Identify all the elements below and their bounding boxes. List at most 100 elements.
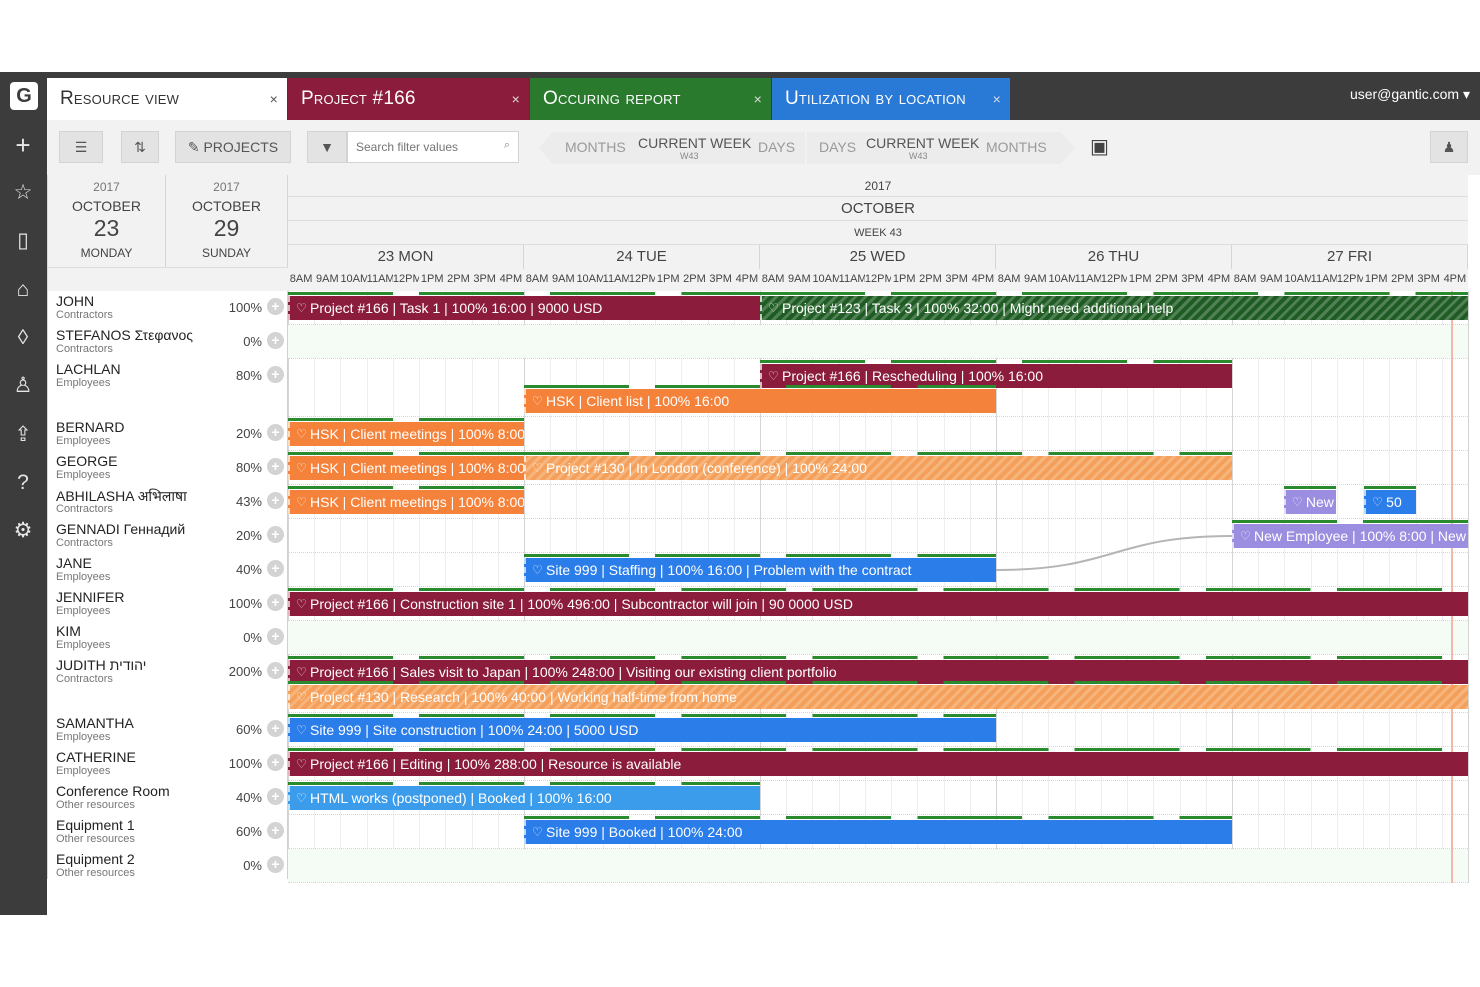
star-icon[interactable]: ☆ bbox=[13, 181, 33, 204]
add-task-icon[interactable]: + bbox=[267, 366, 284, 383]
task-bar[interactable]: Site 999 | Site construction | 100% 24:0… bbox=[288, 718, 996, 742]
add-task-icon[interactable]: + bbox=[267, 458, 284, 475]
hour-gridline bbox=[497, 291, 499, 883]
add-icon[interactable]: + bbox=[15, 130, 31, 160]
task-bar[interactable]: Project #130 | In London (conference) | … bbox=[524, 456, 1232, 480]
add-task-icon[interactable]: + bbox=[267, 594, 284, 611]
tab-1[interactable]: Project #166 × bbox=[288, 78, 529, 120]
document-icon[interactable]: ▯ bbox=[17, 229, 29, 252]
settings-gear-icon[interactable]: ⚙ bbox=[13, 519, 33, 542]
add-task-icon[interactable]: + bbox=[267, 526, 284, 543]
task-bar[interactable]: Project #166 | Sales visit to Japan | 10… bbox=[288, 660, 1468, 684]
task-bar[interactable]: HSK | Client meetings | 100% 8:00 bbox=[288, 422, 524, 446]
resource-row-label[interactable]: JENNIFER Employees 100% + bbox=[48, 587, 288, 621]
add-task-icon[interactable]: + bbox=[267, 720, 284, 737]
add-task-icon[interactable]: + bbox=[267, 332, 284, 349]
task-bar[interactable]: Site 999 | Booked | 100% 24:00 bbox=[524, 820, 1232, 844]
task-bar[interactable]: HSK | Client meetings | 100% 8:00 bbox=[288, 456, 524, 480]
end-date-box[interactable]: 2017 OCTOBER 29 SUNDAY bbox=[166, 175, 288, 267]
resource-row-label[interactable]: LACHLAN Employees 80% + bbox=[48, 359, 288, 417]
resource-row-label[interactable]: STEFANOS Στεφανος Contractors 0% + bbox=[48, 325, 288, 359]
resource-row-label[interactable]: GENNADI Геннадий Contractors 20% + bbox=[48, 519, 288, 553]
resource-row-label[interactable]: BERNARD Employees 20% + bbox=[48, 417, 288, 451]
nav-back-current-week[interactable]: CURRENT WEEK bbox=[638, 135, 752, 151]
tab-close-icon[interactable]: × bbox=[269, 91, 278, 107]
resource-row-label[interactable]: GEORGE Employees 80% + bbox=[48, 451, 288, 485]
resource-row-label[interactable]: KIM Employees 0% + bbox=[48, 621, 288, 655]
task-bar[interactable]: Project #123 | Task 3 | 100% 32:00 | Mig… bbox=[760, 296, 1468, 320]
resource-row-label[interactable]: Conference Room Other resources 40% + bbox=[48, 781, 288, 815]
resource-row-label[interactable]: JUDITH יהודית Contractors 200% + bbox=[48, 655, 288, 713]
export-icon[interactable]: ⇪ bbox=[14, 423, 32, 446]
resource-row-label[interactable]: JANE Employees 40% + bbox=[48, 553, 288, 587]
hour-header: 9AM bbox=[1024, 273, 1047, 285]
start-date-box[interactable]: 2017 OCTOBER 23 MONDAY bbox=[48, 175, 166, 267]
add-task-icon[interactable]: + bbox=[267, 662, 284, 679]
day-header[interactable]: 23 MON bbox=[288, 245, 524, 269]
resource-group: Employees bbox=[56, 435, 111, 447]
task-bar[interactable]: New Employee | 100% 8:00 | New bbox=[1232, 524, 1468, 548]
hour-header: 4PM bbox=[971, 273, 995, 285]
resource-row-label[interactable]: JOHN Contractors 100% + bbox=[48, 291, 288, 325]
task-bar[interactable]: Project #130 | Research | 100% 40:00 | W… bbox=[288, 685, 1468, 709]
day-header[interactable]: 26 THU bbox=[996, 245, 1232, 269]
add-task-icon[interactable]: + bbox=[267, 788, 284, 805]
sort-button[interactable]: ⇅ bbox=[121, 131, 159, 163]
free-row-background bbox=[288, 621, 1468, 654]
task-bar[interactable]: Project #166 | Task 1 | 100% 16:00 | 900… bbox=[288, 296, 760, 320]
save-icon[interactable]: ▣ bbox=[1090, 136, 1109, 158]
tab-close-icon[interactable]: × bbox=[992, 91, 1001, 107]
task-bar[interactable]: HTML works (postponed) | Booked | 100% 1… bbox=[288, 786, 760, 810]
resource-row-label[interactable]: Equipment 2 Other resources 0% + bbox=[48, 849, 288, 883]
nav-back-days[interactable]: DAYS bbox=[758, 139, 796, 155]
nav-forward-days[interactable]: DAYS bbox=[819, 139, 857, 155]
add-task-icon[interactable]: + bbox=[267, 822, 284, 839]
add-task-icon[interactable]: + bbox=[267, 856, 284, 873]
nav-forward-months[interactable]: MONTHS bbox=[986, 139, 1047, 155]
task-bar[interactable]: HSK | Client list | 100% 16:00 bbox=[524, 389, 996, 413]
task-bar[interactable]: Project #166 | Construction site 1 | 100… bbox=[288, 592, 1468, 616]
tab-bar: Resource view × Project #166 × Occuring repo… bbox=[47, 72, 1480, 120]
add-task-icon[interactable]: + bbox=[267, 492, 284, 509]
resource-row-label[interactable]: CATHERINE Employees 100% + bbox=[48, 747, 288, 781]
projects-label: PROJECTS bbox=[203, 139, 279, 155]
day-header[interactable]: 27 FRI bbox=[1232, 245, 1468, 269]
nav-back-months[interactable]: MONTHS bbox=[565, 139, 626, 155]
dependency-line[interactable] bbox=[995, 535, 1233, 571]
resource-row-label[interactable]: SAMANTHA Employees 60% + bbox=[48, 713, 288, 747]
resource-name: Equipment 2 bbox=[56, 851, 135, 867]
search-input[interactable] bbox=[348, 132, 488, 162]
task-bar[interactable]: Project #166 | Editing | 100% 288:00 | R… bbox=[288, 752, 1468, 776]
add-task-icon[interactable]: + bbox=[267, 424, 284, 441]
resource-row-label[interactable]: ABHILASHA अभिलाषा Contractors 43% + bbox=[48, 485, 288, 519]
projects-button[interactable]: ✎ PROJECTS bbox=[175, 131, 291, 163]
task-bar[interactable]: Project #166 | Rescheduling | 100% 16:00 bbox=[760, 364, 1232, 388]
tab-close-icon[interactable]: × bbox=[753, 91, 762, 107]
day-header[interactable]: 25 WED bbox=[760, 245, 996, 269]
add-task-icon[interactable]: + bbox=[267, 298, 284, 315]
user-menu[interactable]: user@gantic.com ▾ bbox=[1349, 86, 1470, 102]
nav-forward-current-week[interactable]: CURRENT WEEK bbox=[866, 135, 980, 151]
tab-3[interactable]: Utilization by location × bbox=[772, 78, 1010, 120]
tab-0[interactable]: Resource view × bbox=[47, 78, 287, 120]
folder-icon[interactable]: ⌂ bbox=[16, 278, 30, 301]
tab-2[interactable]: Occuring report × bbox=[530, 78, 771, 120]
drop-icon[interactable]: ◊ bbox=[17, 326, 29, 349]
tab-close-icon[interactable]: × bbox=[511, 91, 520, 107]
resource-row-label[interactable]: Equipment 1 Other resources 60% + bbox=[48, 815, 288, 849]
add-task-icon[interactable]: + bbox=[267, 560, 284, 577]
add-task-icon[interactable]: + bbox=[267, 628, 284, 645]
day-header[interactable]: 24 TUE bbox=[524, 245, 760, 269]
gantic-logo-icon[interactable]: G bbox=[10, 82, 38, 110]
task-bar[interactable]: 50 bbox=[1364, 490, 1417, 514]
help-icon[interactable]: ? bbox=[17, 471, 29, 494]
user-icon[interactable]: ♙ bbox=[13, 374, 33, 397]
list-view-button[interactable]: ☰ bbox=[59, 131, 103, 163]
hour-header: 9AM bbox=[316, 273, 339, 285]
filter-button[interactable]: ▼ bbox=[307, 131, 347, 163]
task-bar[interactable]: HSK | Client meetings | 100% 8:00 bbox=[288, 490, 524, 514]
task-bar[interactable]: New bbox=[1283, 490, 1336, 514]
add-task-icon[interactable]: + bbox=[267, 754, 284, 771]
team-button[interactable]: ♟ bbox=[1430, 131, 1468, 163]
task-bar[interactable]: Site 999 | Staffing | 100% 16:00 | Probl… bbox=[524, 558, 996, 582]
